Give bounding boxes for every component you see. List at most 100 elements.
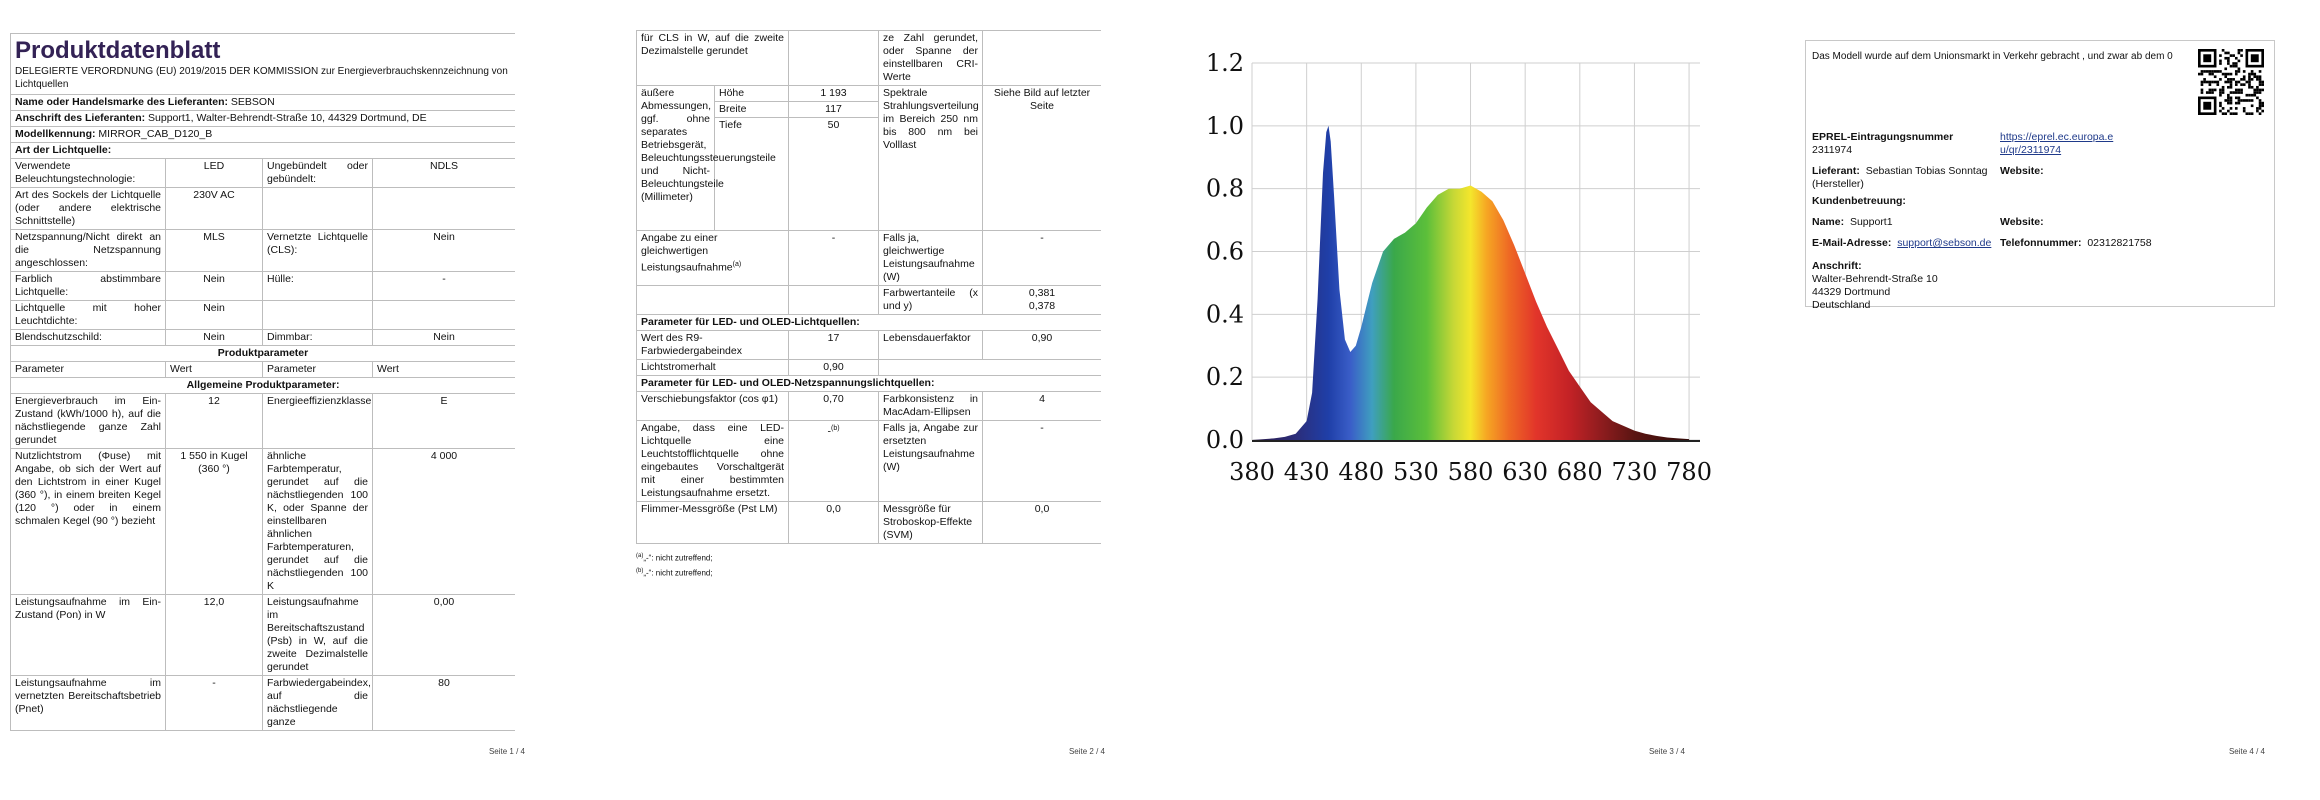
strobo-label: Messgröße für Stroboskop-Effekte (SVM)	[878, 501, 984, 544]
param-label: Vernetzte Lichtquelle (CLS):	[262, 229, 373, 272]
page-3: 380 430 480 530 580 630 680 730 780 0.0 0.2 0.4 0.6 0…	[1160, 0, 1740, 800]
param-label: Verwendete Beleuchtungstechnologie:	[10, 158, 166, 188]
empty-cell	[879, 360, 1101, 376]
page-number: Seite 1 / 4	[488, 747, 525, 756]
param-label: Netzspannung/Nicht direkt an die Netzspa…	[10, 229, 166, 272]
page-2: für CLS in W, auf die zweite Dezimalstel…	[580, 0, 1160, 800]
param-value	[371, 187, 515, 230]
website-label-2: Website:	[2000, 216, 2044, 228]
table-row: Lichtquelle mit hoher Leuchtdichte: Nein	[10, 300, 515, 330]
table-row: Art des Sockels der Lichtquelle (oder an…	[10, 187, 515, 230]
name-value: Support1	[1849, 216, 1893, 228]
address-line: Deutschland	[1812, 299, 1871, 311]
equiv-power-text: Angabe zu einer gleichwertigen Leistungs…	[641, 232, 733, 274]
standby-cls-label: für CLS in W, auf die zweite Dezimalstel…	[636, 30, 790, 86]
dim-name: Breite	[713, 101, 790, 118]
param-value: 1 550 in Kugel (360 °)	[165, 448, 263, 595]
maintenance-value: 0,90	[788, 359, 880, 376]
dim-value: 50	[788, 117, 880, 231]
website-label: Website:	[2000, 165, 2044, 177]
spectral-label: Spektrale Strahlungsverteilung im Bereic…	[878, 85, 984, 231]
dim-value: 1 193	[788, 85, 880, 102]
col-header: Parameter	[262, 361, 373, 378]
address-block: Anschrift: Walter-Behrendt-Straße 10 443…	[1809, 252, 2269, 314]
type-heading: Art der Lichtquelle:	[10, 142, 515, 159]
page-number: Seite 4 / 4	[2228, 747, 2265, 756]
email-link[interactable]: support@sebson.de	[1897, 237, 1992, 249]
flicker-value: 0,0	[788, 501, 880, 544]
equiv-yes-value: -	[982, 230, 1101, 286]
supplier-row: Lieferant: Sebastian Tobias Sonntag (Her…	[1809, 159, 1997, 193]
empty-cell	[788, 30, 880, 86]
footnote-a: (a)„-“: nicht zutreffend;	[636, 553, 713, 563]
supplier-value: SEBSON	[230, 96, 275, 108]
x-tick-label: 780	[1666, 458, 1712, 486]
replace-yes-label: Falls ja, Angabe zur ersetzten Leistungs…	[878, 420, 984, 502]
param-value: Nein	[165, 300, 263, 330]
table-row: Energieverbrauch im Ein-Zustand (kWh/100…	[10, 393, 515, 449]
phone-label: Telefonnummer:	[2000, 237, 2082, 249]
col-header: Parameter	[10, 361, 166, 378]
eprel-box: Das Modell wurde auf dem Unionsmarkt in …	[1805, 40, 2275, 311]
page-4: Das Modell wurde auf dem Unionsmarkt in …	[1740, 0, 2320, 800]
footnote-b: (b)„-“: nicht zutreffend;	[636, 567, 713, 578]
address-row: Anschrift des Lieferanten: Support1, Wal…	[10, 110, 515, 127]
col-header: Wert	[371, 361, 515, 378]
param-label: Leistungsaufnahme im Ein-Zustand (Pon) i…	[10, 594, 166, 676]
dim-name: Höhe	[713, 85, 790, 102]
dimensions-label: äußere Abmessungen, ggf. ohne separates …	[636, 85, 776, 231]
eprel-label: EPREL-Eintragungsnummer	[1812, 131, 1954, 143]
param-label: ähnliche Farbtemperatur, gerundet auf di…	[262, 448, 373, 595]
param-value: LED	[165, 158, 263, 188]
empty-cell	[982, 30, 1101, 86]
param-label: Leistungsaufnahme im vernetzten Bereitsc…	[10, 675, 166, 731]
table-row: Nutzlichtstrom (Φuse) mit Angabe, ob sic…	[10, 448, 515, 595]
param-value: Nein	[371, 229, 515, 272]
replace-value: -(b)	[788, 420, 880, 502]
pf-value: 0,70	[788, 391, 880, 421]
param-value: 80	[371, 675, 515, 731]
param-value: NDLS	[371, 158, 515, 188]
page-number: Seite 2 / 4	[1068, 747, 1105, 756]
page-number: Seite 3 / 4	[1648, 747, 1685, 756]
param-label: Lichtquelle mit hoher Leuchtdichte:	[10, 300, 166, 330]
footnotes: (a)„-“: nicht zutreffend; (b)„-“: nicht …	[636, 550, 1101, 579]
equiv-power-label: Angabe zu einer gleichwertigen Leistungs…	[636, 230, 790, 286]
y-tick-label: 1.2	[1206, 49, 1244, 77]
param-label	[262, 187, 373, 230]
param-label: Leistungsaufnahme im Bereitschaftszustan…	[262, 594, 373, 676]
table-row: Netzspannung/Nicht direkt an die Netzspa…	[10, 229, 515, 272]
led-heading: Parameter für LED- und OLED-Lichtquellen…	[636, 314, 1101, 331]
y-tick-label: 1.0	[1206, 112, 1244, 140]
param-label: Dimmbar:	[262, 329, 373, 346]
address-line: Walter-Behrendt-Straße 10	[1812, 273, 1938, 285]
replace-value-text: -	[827, 425, 831, 438]
life-label: Lebensdauerfaktor	[878, 330, 984, 360]
eprel-link[interactable]: https://eprel.ec.europa.eu/qr/2311974	[2000, 131, 2114, 156]
r9-label: Wert des R9-Farbwiedergabeindex	[636, 330, 790, 360]
param-label: Energieverbrauch im Ein-Zustand (kWh/100…	[10, 393, 166, 449]
spectral-value: Siehe Bild auf letzter Seite	[982, 85, 1101, 231]
supplier-row: Name oder Handelsmarke des Lieferanten: …	[10, 94, 515, 111]
param-value: -	[165, 675, 263, 731]
qr-code-icon[interactable]	[2198, 49, 2264, 115]
replace-label: Angabe, dass eine LED-Lichtquelle eine L…	[636, 420, 790, 502]
address-value: Support1, Walter-Behrendt-Straße 10, 443…	[148, 112, 427, 124]
param-value: 12,0	[165, 594, 263, 676]
table-row: Leistungsaufnahme im vernetzten Bereitsc…	[10, 675, 515, 731]
maintenance-label: Lichtstromerhalt	[636, 359, 790, 376]
replace-yes-value: -	[982, 420, 1101, 502]
macadam-value: 4	[982, 391, 1101, 421]
datasheet-table-p1: Produktdatenblatt DELEGIERTE VERORDNUNG …	[10, 33, 515, 731]
table-row: Leistungsaufnahme im Ein-Zustand (Pon) i…	[10, 594, 515, 676]
mains-heading: Parameter für LED- und OLED-Netzspannung…	[636, 375, 1101, 392]
param-label: Hülle:	[262, 271, 373, 301]
macadam-label: Farbkonsistenz in MacAdam-Ellipsen	[878, 391, 984, 421]
table-row: Verwendete Beleuchtungstechnologie: LED Un…	[10, 158, 515, 188]
model-value: MIRROR_CAB_D120_B	[98, 128, 213, 140]
param-label: Ungebündelt oder gebündelt:	[262, 158, 373, 188]
param-value	[371, 300, 515, 330]
param-value: E	[371, 393, 515, 449]
chroma-y: 0,378	[1028, 300, 1056, 312]
param-label: Nutzlichtstrom (Φuse) mit Angabe, ob sic…	[10, 448, 166, 595]
